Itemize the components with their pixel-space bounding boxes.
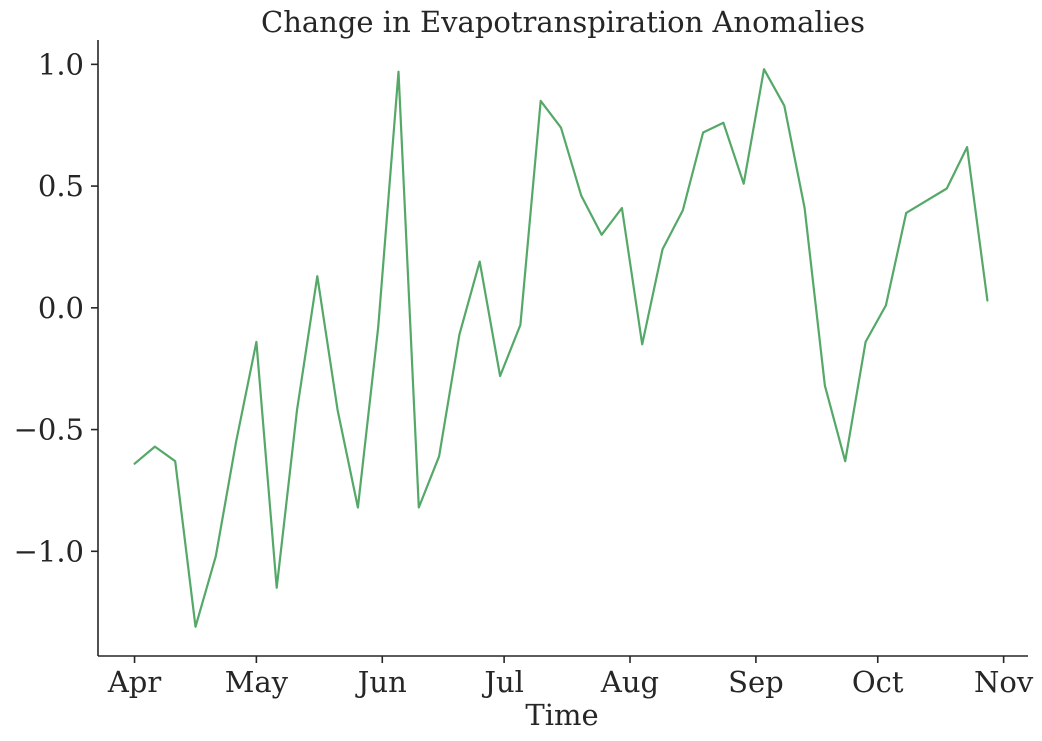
x-tick-label: Jul: [481, 665, 524, 699]
x-tick-label: Oct: [852, 665, 904, 699]
y-tick-label: 0.5: [38, 169, 84, 203]
series-line: [133, 68, 989, 628]
x-axis-ticks: Apr May Jun Jul Aug Sep Oct Nov: [107, 656, 1034, 699]
x-tick-label: Sep: [728, 665, 784, 699]
plot-area: 1.0 0.5 0.0 −0.5 −1.0 Apr May Jun Jul Aug Sep Oct N…: [14, 40, 1034, 699]
x-tick-label: Nov: [974, 665, 1034, 699]
y-tick-label: 0.0: [38, 291, 84, 325]
y-tick-label: 1.0: [38, 47, 84, 81]
series-layer: [133, 68, 989, 628]
x-tick-label: Jun: [355, 665, 407, 699]
x-tick-label: Aug: [600, 665, 659, 699]
x-axis-label: Time: [525, 698, 598, 732]
chart-title: Change in Evapotranspiration Anomalies: [261, 5, 865, 39]
y-axis-ticks: 1.0 0.5 0.0 −0.5 −1.0: [14, 47, 98, 568]
x-tick-label: Apr: [107, 665, 162, 699]
y-tick-label: −1.0: [14, 534, 84, 568]
x-tick-label: May: [225, 665, 289, 699]
y-tick-label: −0.5: [14, 413, 84, 447]
